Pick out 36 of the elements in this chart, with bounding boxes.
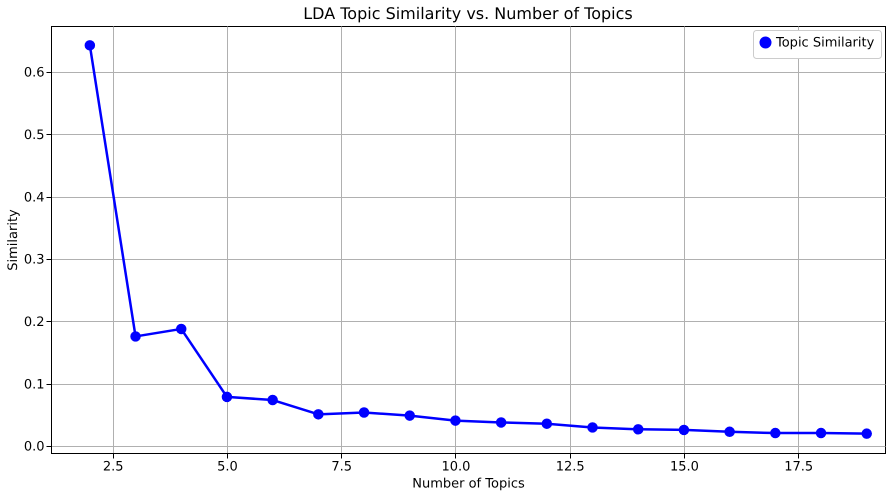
legend-label: Topic Similarity [775, 36, 875, 50]
point [404, 410, 415, 421]
point [678, 424, 690, 436]
point [84, 40, 96, 51]
chart-title: LDA Topic Similarity vs. Number of Topics [303, 4, 633, 23]
point [816, 428, 826, 438]
x-axis-title: Number of Topics [412, 476, 525, 492]
point [267, 394, 278, 406]
x-tick-label: 17.5 [784, 460, 814, 474]
point [358, 407, 370, 418]
point [542, 418, 552, 429]
point [450, 415, 461, 426]
point [724, 426, 735, 438]
x-tick-label: 7.5 [331, 460, 352, 474]
x-tick-label: 10.0 [441, 460, 470, 474]
x-tick-label: 5.0 [217, 460, 238, 474]
y-tick-label: 0.0 [24, 440, 44, 455]
y-tick-label: 0.3 [24, 252, 44, 268]
point [632, 424, 644, 435]
y-tick-label: 0.4 [24, 190, 44, 206]
x-tick-label: 12.5 [556, 460, 585, 474]
point [770, 428, 781, 438]
y-tick-label: 0.2 [24, 314, 44, 330]
y-tick-label: 0.1 [24, 377, 44, 392]
point [496, 417, 506, 428]
y-tick-label: 0.6 [24, 66, 44, 81]
point [176, 324, 186, 334]
point [587, 422, 598, 433]
x-tick-label: 15.0 [670, 460, 699, 474]
point [222, 392, 232, 402]
point [861, 428, 872, 439]
point [313, 409, 324, 420]
y-axis-title: Similarity [6, 208, 21, 271]
x-tick-label: 2.5 [102, 460, 124, 474]
y-tick-label: 0.5 [24, 128, 44, 143]
point [130, 331, 141, 342]
